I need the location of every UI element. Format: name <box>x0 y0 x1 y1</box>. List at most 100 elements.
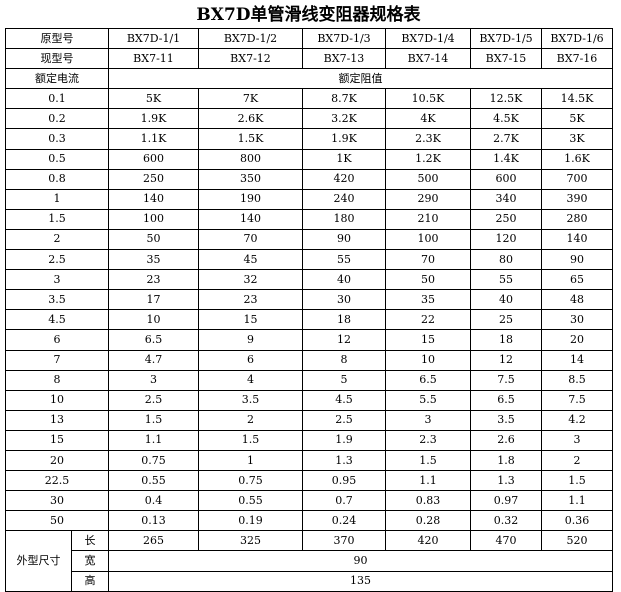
current-cell: 1 <box>5 188 109 210</box>
dimension-label: 长 <box>71 530 109 552</box>
resistance-cell: 5.5 <box>385 389 471 411</box>
resistance-cell: 10 <box>108 309 199 331</box>
current-cell: 0.3 <box>5 128 109 150</box>
resistance-cell: 800 <box>198 148 303 170</box>
table-row: 30 0.4 0.55 0.7 0.83 0.97 1.1 <box>5 490 613 512</box>
resistance-cell: 1 <box>198 449 303 472</box>
resistance-cell: 12 <box>302 329 386 351</box>
current-cell: 0.2 <box>5 108 109 130</box>
model-cell: BX7D-1/1 <box>108 27 199 50</box>
resistance-cell: 700 <box>541 168 613 190</box>
resistance-cell: 22 <box>385 309 471 331</box>
resistance-cell: 25 <box>470 309 542 331</box>
resistance-cell: 10 <box>385 349 471 371</box>
resistance-cell: 6.5 <box>108 329 199 351</box>
model-cell: BX7-14 <box>385 48 471 70</box>
resistance-cell: 0.7 <box>302 490 386 512</box>
resistance-cell: 0.24 <box>302 510 386 532</box>
resistance-cell: 14.5K <box>541 88 613 110</box>
current-cell: 0.1 <box>5 88 109 110</box>
model-cell: BX7D-1/3 <box>302 27 386 50</box>
resistance-cell: 2.3 <box>385 429 471 451</box>
resistance-cell: 14 <box>541 349 613 371</box>
resistance-cell: 1.5 <box>198 429 303 451</box>
table-row: 13 1.5 2 2.5 3 3.5 4.2 <box>5 409 613 431</box>
resistance-cell: 100 <box>108 208 199 230</box>
resistance-cell: 2.6 <box>470 429 542 451</box>
resistance-cell: 100 <box>385 228 471 251</box>
resistance-cell: 210 <box>385 208 471 230</box>
resistance-cell: 6.5 <box>470 389 542 411</box>
dimension-cell: 470 <box>470 530 542 552</box>
resistance-cell: 65 <box>541 269 613 291</box>
dimension-cell: 520 <box>541 530 613 552</box>
resistance-cell: 4.5 <box>302 389 386 411</box>
resistance-cell: 50 <box>108 228 199 251</box>
resistance-cell: 4.5K <box>470 108 542 130</box>
resistance-cell: 80 <box>470 249 542 271</box>
current-cell: 3.5 <box>5 289 109 311</box>
current-cell: 2 <box>5 228 109 251</box>
resistance-cell: 180 <box>302 208 386 230</box>
resistance-cell: 9 <box>198 329 303 351</box>
resistance-cell: 12.5K <box>470 88 542 110</box>
current-cell: 3 <box>5 269 109 291</box>
resistance-cell: 250 <box>108 168 199 190</box>
resistance-cell: 0.75 <box>198 470 303 492</box>
resistance-cell: 0.32 <box>470 510 542 532</box>
table-row: 10 2.5 3.5 4.5 5.5 6.5 7.5 <box>5 389 613 411</box>
table-row: 现型号 BX7-11 BX7-12 BX7-13 BX7-14 BX7-15 BX7-16 <box>5 48 613 70</box>
resistance-cell: 0.97 <box>470 490 542 512</box>
resistance-cell: 6.5 <box>385 369 471 391</box>
row-header: 外型尺寸 <box>5 530 72 592</box>
resistance-cell: 0.55 <box>108 470 199 492</box>
resistance-cell: 600 <box>108 148 199 170</box>
resistance-cell: 55 <box>470 269 542 291</box>
resistance-cell: 2 <box>198 409 303 431</box>
table-row: 0.3 1.1K 1.5K 1.9K 2.3K 2.7K 3K <box>5 128 613 150</box>
current-cell: 6 <box>5 329 109 351</box>
table-row: 3 23 32 40 50 55 65 <box>5 269 613 291</box>
dimension-cell: 370 <box>302 530 386 552</box>
current-cell: 50 <box>5 510 109 532</box>
resistance-cell: 1.9K <box>302 128 386 150</box>
resistance-cell: 0.28 <box>385 510 471 532</box>
table-title: BX7D单管滑线变阻器规格表 <box>196 5 421 25</box>
resistance-cell: 3K <box>541 128 613 150</box>
resistance-cell: 0.19 <box>198 510 303 532</box>
table-row: 1.5 100 140 180 210 250 280 <box>5 208 613 230</box>
resistance-cell: 35 <box>385 289 471 311</box>
resistance-cell: 50 <box>385 269 471 291</box>
resistance-cell: 23 <box>198 289 303 311</box>
dimension-cell: 90 <box>108 550 613 572</box>
resistance-cell: 4.7 <box>108 349 199 371</box>
row-header: 额定电流 <box>5 68 109 90</box>
table-row: 7 4.7 6 8 10 12 14 <box>5 349 613 371</box>
resistance-cell: 4.2 <box>541 409 613 431</box>
resistance-cell: 190 <box>198 188 303 210</box>
resistance-cell: 40 <box>302 269 386 291</box>
resistance-cell: 350 <box>198 168 303 190</box>
resistance-cell: 7K <box>198 88 303 110</box>
model-cell: BX7D-1/2 <box>198 27 303 50</box>
row-header: 现型号 <box>5 48 109 70</box>
resistance-cell: 0.75 <box>108 449 199 472</box>
dimension-cell: 325 <box>198 530 303 552</box>
resistance-cell: 0.4 <box>108 490 199 512</box>
current-cell: 7 <box>5 349 109 371</box>
resistance-cell: 7.5 <box>470 369 542 391</box>
resistance-cell: 1.8 <box>470 449 542 472</box>
model-cell: BX7-13 <box>302 48 386 70</box>
table-row: 0.1 5K 7K 8.7K 10.5K 12.5K 14.5K <box>5 88 613 110</box>
page: BX7D单管滑线变阻器规格表 原型号 BX7D-1/1 BX7D-1/2 BX7D-1… <box>5 5 613 592</box>
dimension-label: 宽 <box>71 550 109 572</box>
resistance-cell: 140 <box>108 188 199 210</box>
table-row: 2 50 70 90 100 120 140 <box>5 228 613 251</box>
resistance-cell: 55 <box>302 249 386 271</box>
current-cell: 2.5 <box>5 249 109 271</box>
model-cell: BX7-15 <box>470 48 542 70</box>
resistance-cell: 1.1K <box>108 128 199 150</box>
resistance-cell: 48 <box>541 289 613 311</box>
resistance-cell: 4K <box>385 108 471 130</box>
row-header: 原型号 <box>5 27 109 50</box>
